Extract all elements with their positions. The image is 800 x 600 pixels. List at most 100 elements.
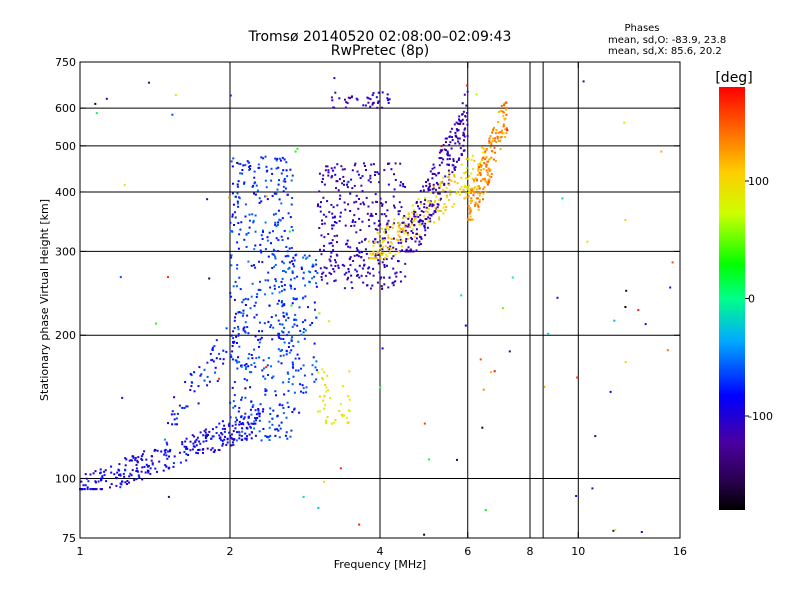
data-point	[478, 194, 481, 197]
data-point	[407, 225, 410, 228]
data-point	[369, 181, 372, 184]
data-point	[505, 113, 508, 116]
data-point	[274, 314, 277, 317]
data-point	[290, 179, 293, 182]
data-point	[466, 90, 469, 93]
data-point	[246, 326, 249, 328]
data-point	[372, 250, 375, 253]
data-point	[388, 251, 391, 254]
data-point	[278, 291, 281, 294]
data-point	[204, 437, 207, 439]
data-point	[427, 200, 430, 203]
data-point	[262, 428, 265, 430]
data-point	[414, 240, 417, 243]
data-point	[99, 472, 101, 475]
data-point	[323, 222, 326, 225]
data-point	[368, 272, 371, 275]
data-point	[282, 315, 285, 318]
data-point	[281, 305, 284, 308]
data-point	[437, 192, 440, 195]
data-point	[215, 426, 218, 429]
data-point	[377, 100, 380, 103]
data-point	[309, 324, 312, 327]
data-point	[556, 296, 559, 299]
data-point	[357, 207, 360, 210]
data-point	[271, 172, 274, 175]
data-point	[426, 210, 429, 213]
data-point	[464, 324, 467, 327]
data-point	[413, 220, 415, 222]
data-point	[282, 381, 285, 384]
data-point	[376, 281, 379, 284]
data-point	[373, 257, 376, 260]
data-point	[89, 473, 92, 476]
data-point	[404, 250, 407, 253]
data-point	[439, 197, 442, 200]
data-point	[247, 298, 250, 301]
data-point	[101, 475, 104, 478]
data-point	[391, 282, 394, 285]
data-point	[427, 189, 430, 192]
data-point	[280, 301, 283, 304]
data-point	[341, 415, 344, 418]
data-point	[373, 241, 376, 244]
data-point	[462, 110, 465, 113]
data-point	[343, 287, 346, 290]
data-point	[121, 480, 124, 483]
data-point	[262, 408, 265, 411]
data-point	[267, 374, 269, 376]
data-point	[223, 430, 226, 433]
data-point	[503, 104, 506, 107]
data-point	[333, 77, 336, 80]
data-point	[387, 102, 390, 104]
data-point	[274, 157, 277, 160]
data-point	[284, 255, 287, 258]
data-point	[453, 167, 456, 170]
data-point	[367, 97, 370, 100]
data-point	[323, 244, 325, 247]
data-point	[277, 166, 280, 169]
data-point	[190, 385, 193, 388]
data-point	[413, 224, 416, 227]
data-point	[368, 225, 371, 228]
data-point	[135, 470, 138, 473]
data-point	[248, 168, 251, 171]
data-point	[379, 197, 382, 200]
data-point	[586, 240, 589, 243]
data-point	[110, 465, 113, 468]
data-point	[460, 163, 463, 166]
data-point	[266, 169, 269, 172]
data-point	[275, 159, 278, 162]
data-point	[167, 467, 170, 470]
data-point	[334, 418, 337, 421]
data-point	[160, 450, 163, 453]
data-point	[393, 204, 395, 207]
data-point	[474, 201, 477, 204]
data-point	[208, 430, 211, 433]
data-point	[164, 464, 167, 467]
data-point	[384, 228, 387, 231]
data-point	[283, 270, 286, 272]
data-point	[265, 366, 268, 369]
data-point	[242, 164, 245, 167]
data-point	[464, 177, 467, 180]
data-point	[415, 228, 418, 231]
data-point	[493, 139, 496, 142]
data-point	[185, 446, 188, 448]
data-point	[484, 509, 487, 512]
data-point	[387, 234, 390, 237]
data-point	[486, 171, 489, 174]
data-point	[463, 172, 466, 174]
data-point	[498, 140, 501, 142]
data-point	[285, 169, 288, 172]
data-point	[456, 160, 458, 163]
data-point	[330, 273, 333, 275]
data-point	[298, 357, 301, 360]
data-point	[101, 477, 104, 479]
data-point	[186, 405, 189, 408]
data-point	[251, 186, 254, 188]
data-point	[338, 220, 341, 223]
data-point	[119, 276, 122, 279]
data-point	[376, 250, 379, 253]
